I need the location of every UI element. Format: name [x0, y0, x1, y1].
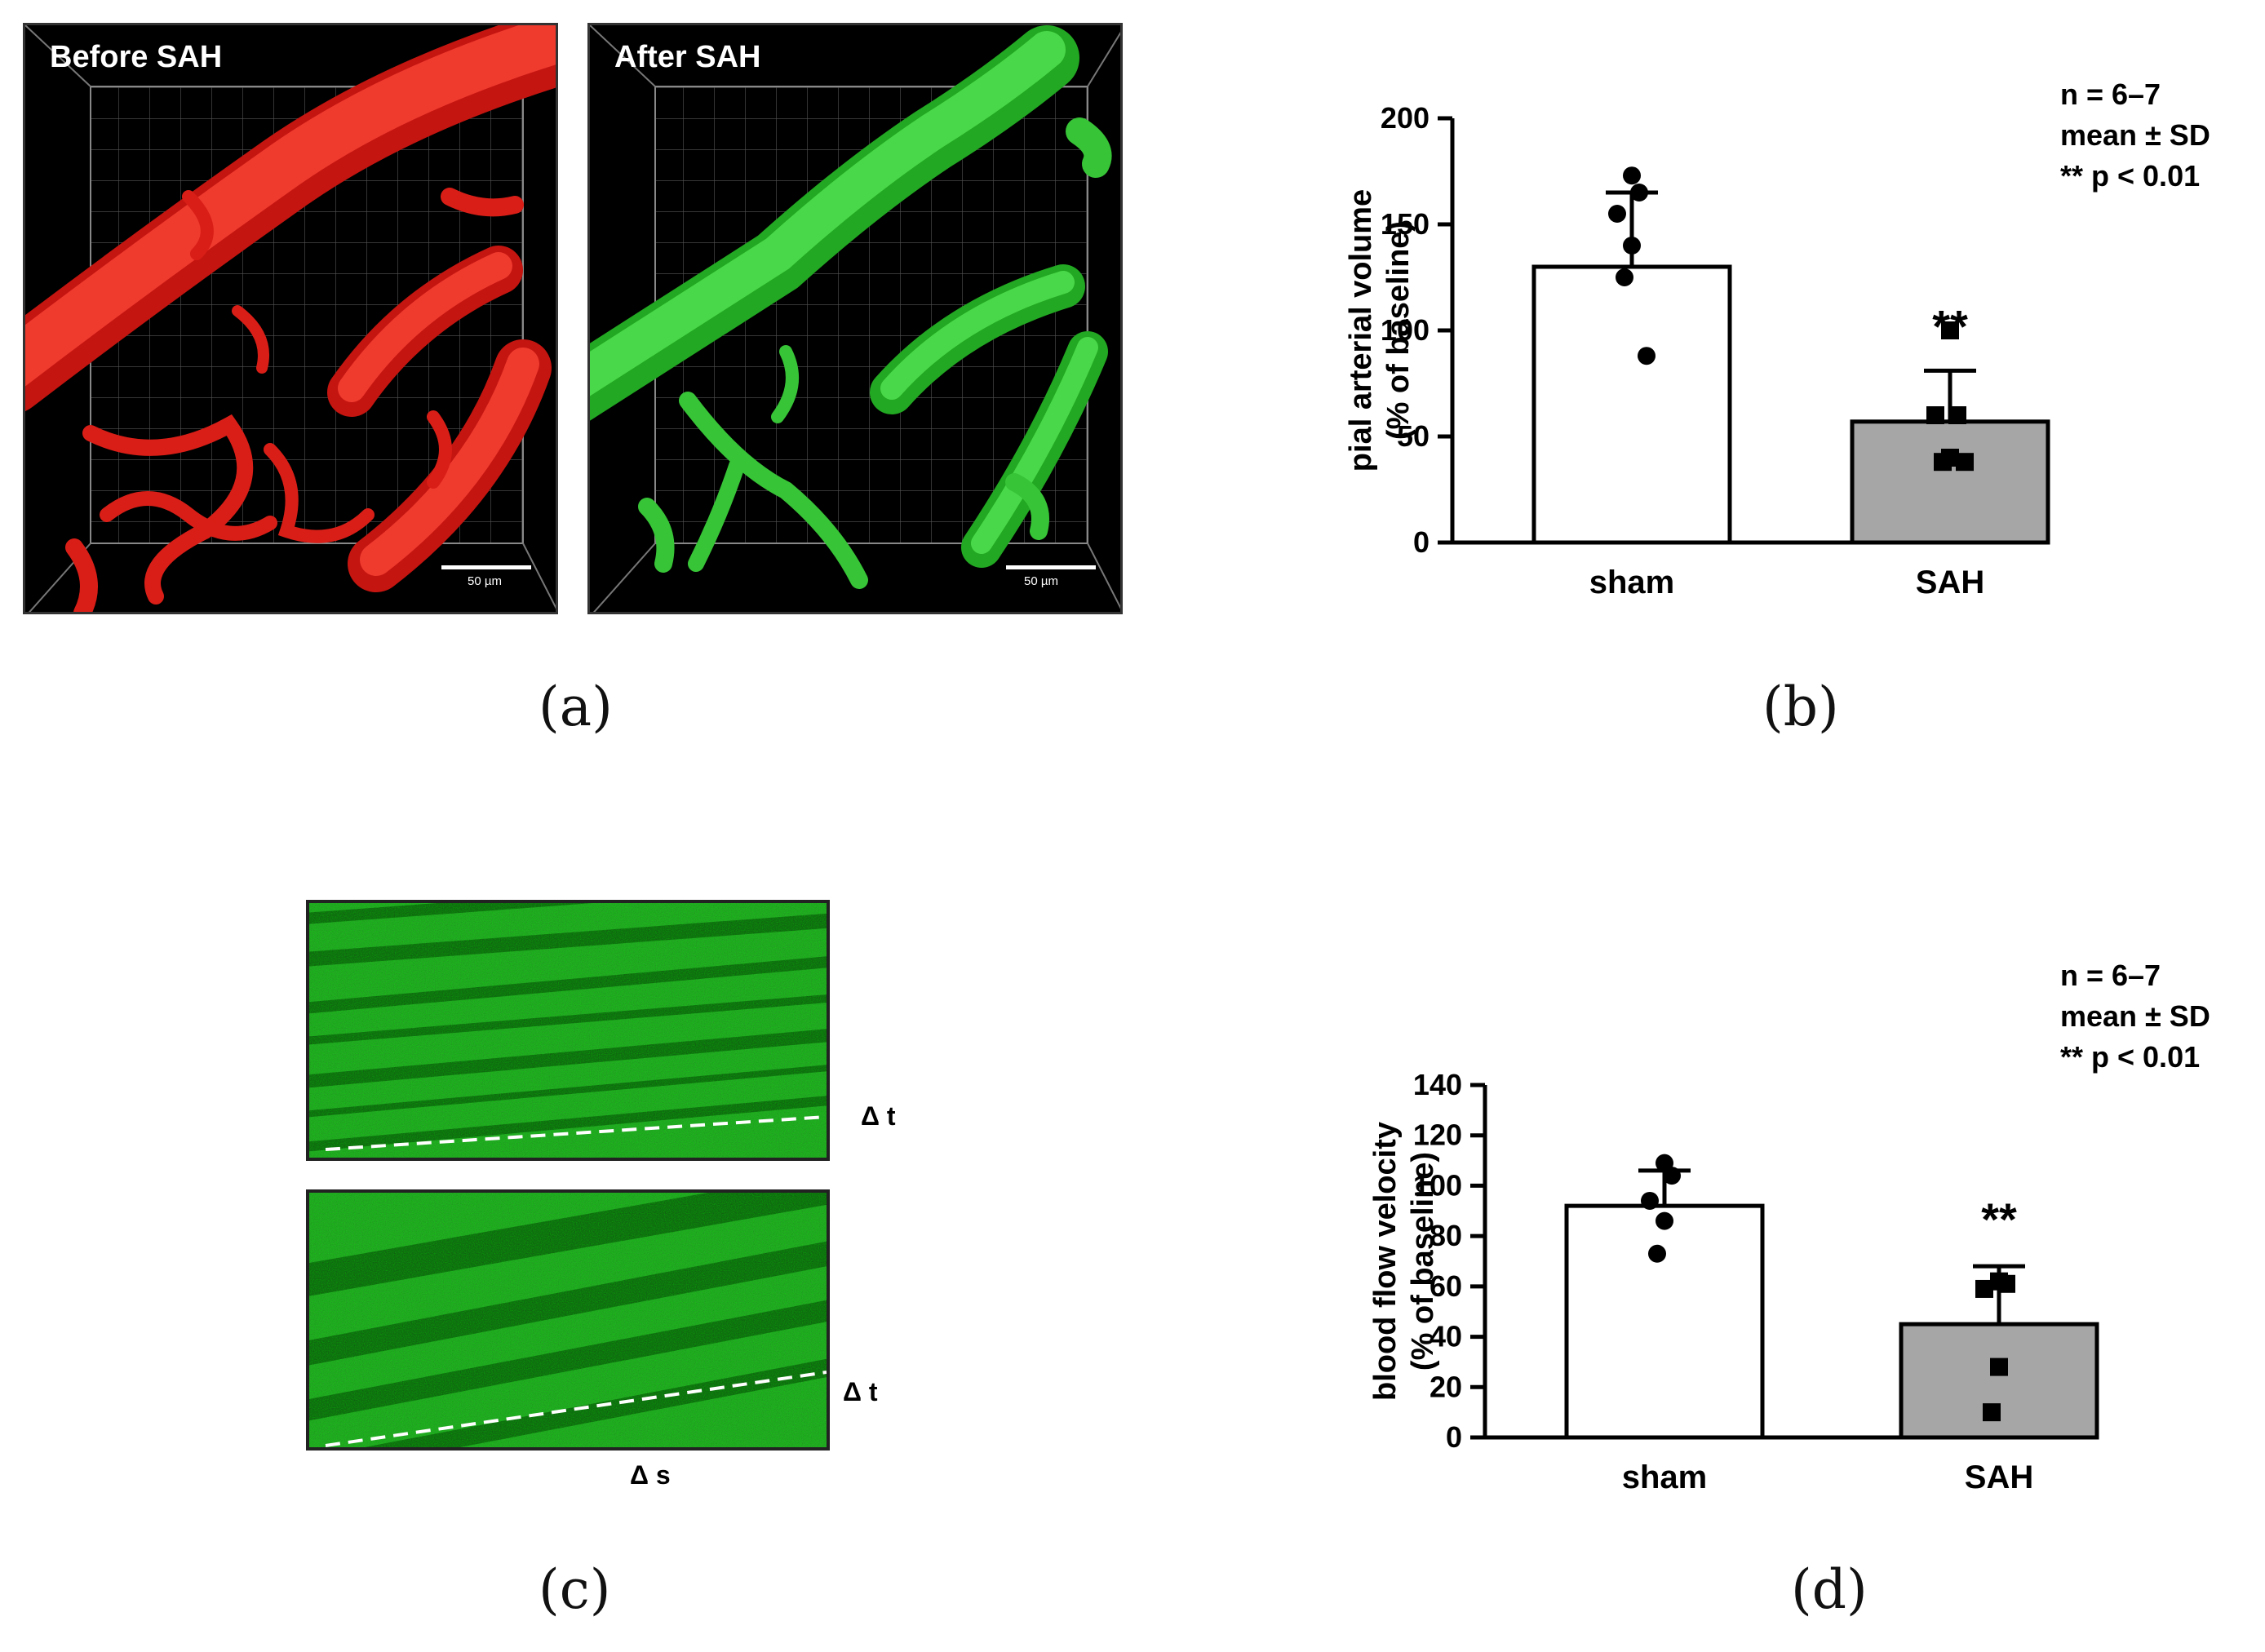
data-point [1948, 406, 1966, 424]
delta-t-top-label: Δ t [861, 1101, 896, 1131]
before-sah-title: Before SAH [50, 40, 223, 74]
data-point [1934, 453, 1952, 472]
x-tick-label-sah: SAH [1965, 1459, 2033, 1495]
annotation-line: mean ± SD [2060, 999, 2210, 1033]
vessel-render-after [590, 25, 1120, 612]
data-point [1975, 1279, 1993, 1298]
kymograph-top [306, 900, 830, 1161]
y-tick-label: 200 [1381, 101, 1429, 135]
x-tick-label-sham: sham [1589, 565, 1675, 600]
data-point [1656, 1211, 1673, 1230]
scale-bar-label: 50 µm [1024, 574, 1058, 588]
data-point [1983, 1403, 2001, 1422]
green-vessels [590, 25, 1112, 589]
annotation-line: n = 6–7 [2060, 959, 2161, 992]
panel-label-d: (d) [1791, 1558, 1868, 1621]
panel-label-a: (a) [539, 675, 613, 738]
data-point [1997, 1274, 2015, 1293]
data-point [1616, 268, 1633, 286]
y-tick-label: 100 [1381, 313, 1429, 347]
data-point [1641, 1191, 1659, 1210]
after-sah-title: After SAH [614, 40, 761, 74]
x-tick-label-sham: sham [1622, 1459, 1708, 1495]
y-tick-label: 120 [1413, 1118, 1462, 1152]
annotation-line: ** p < 0.01 [2060, 159, 2200, 193]
bar-sham [1531, 264, 1732, 545]
data-point [1638, 347, 1656, 365]
y-tick-label: 50 [1397, 419, 1429, 453]
annotation-line: n = 6–7 [2060, 78, 2161, 111]
y-tick-label: 40 [1429, 1320, 1462, 1353]
annotation-line: ** p < 0.01 [2060, 1040, 2200, 1074]
data-point [1990, 1357, 2008, 1376]
red-vessels [25, 25, 556, 612]
y-tick-label: 60 [1429, 1269, 1462, 1303]
delta-t-bottom-label: Δ t [843, 1377, 878, 1406]
data-point [1956, 453, 1974, 472]
chart-d: 0 20 40 60 80 100 120 140 blood flow velocity (% … [1368, 959, 2210, 1495]
kymograph-bottom [306, 1189, 830, 1450]
bar-sah [1850, 419, 2050, 545]
data-point [1648, 1244, 1666, 1263]
y-axis-label: (% of baseline) [1406, 1152, 1440, 1371]
data-point [1630, 184, 1648, 202]
y-tick-label: 0 [1446, 1420, 1462, 1454]
data-point [1926, 406, 1944, 424]
y-tick-label: 80 [1429, 1219, 1462, 1252]
vessel-render-before [25, 25, 556, 612]
micrograph-after-sah: After SAH 50 µm [587, 23, 1123, 614]
data-point [1608, 205, 1626, 223]
y-axis-label: (% of baseline) [1381, 221, 1416, 440]
y-tick-label: 150 [1381, 207, 1429, 241]
y-tick-label: 100 [1413, 1168, 1462, 1202]
data-point [1941, 321, 1959, 339]
annotation-line: mean ± SD [2060, 118, 2210, 152]
significance-mark: ** [1932, 300, 1968, 352]
y-axis-label: pial arterial volume [1344, 189, 1378, 472]
significance-mark: ** [1981, 1194, 2017, 1245]
bar-sham [1564, 1203, 1765, 1440]
micrograph-before-sah: Before SAH 50 µm [23, 23, 558, 614]
panel-label-c: (c) [539, 1558, 611, 1621]
chart-b: 0 50 100 150 200 pial arterial volume (% of ba… [1344, 78, 2210, 600]
y-axis-label: blood flow velocity [1368, 1122, 1403, 1401]
y-tick-label: 20 [1429, 1370, 1462, 1403]
x-tick-label-sah: SAH [1916, 565, 1984, 600]
y-tick-label: 0 [1413, 525, 1429, 559]
data-point [1623, 166, 1641, 185]
delta-s-label: Δ s [630, 1460, 671, 1490]
panel-label-b: (b) [1762, 675, 1839, 738]
y-tick-label: 140 [1413, 1068, 1462, 1101]
data-point [1623, 237, 1641, 255]
scale-bar-label: 50 µm [468, 574, 502, 588]
data-point [1663, 1167, 1681, 1185]
